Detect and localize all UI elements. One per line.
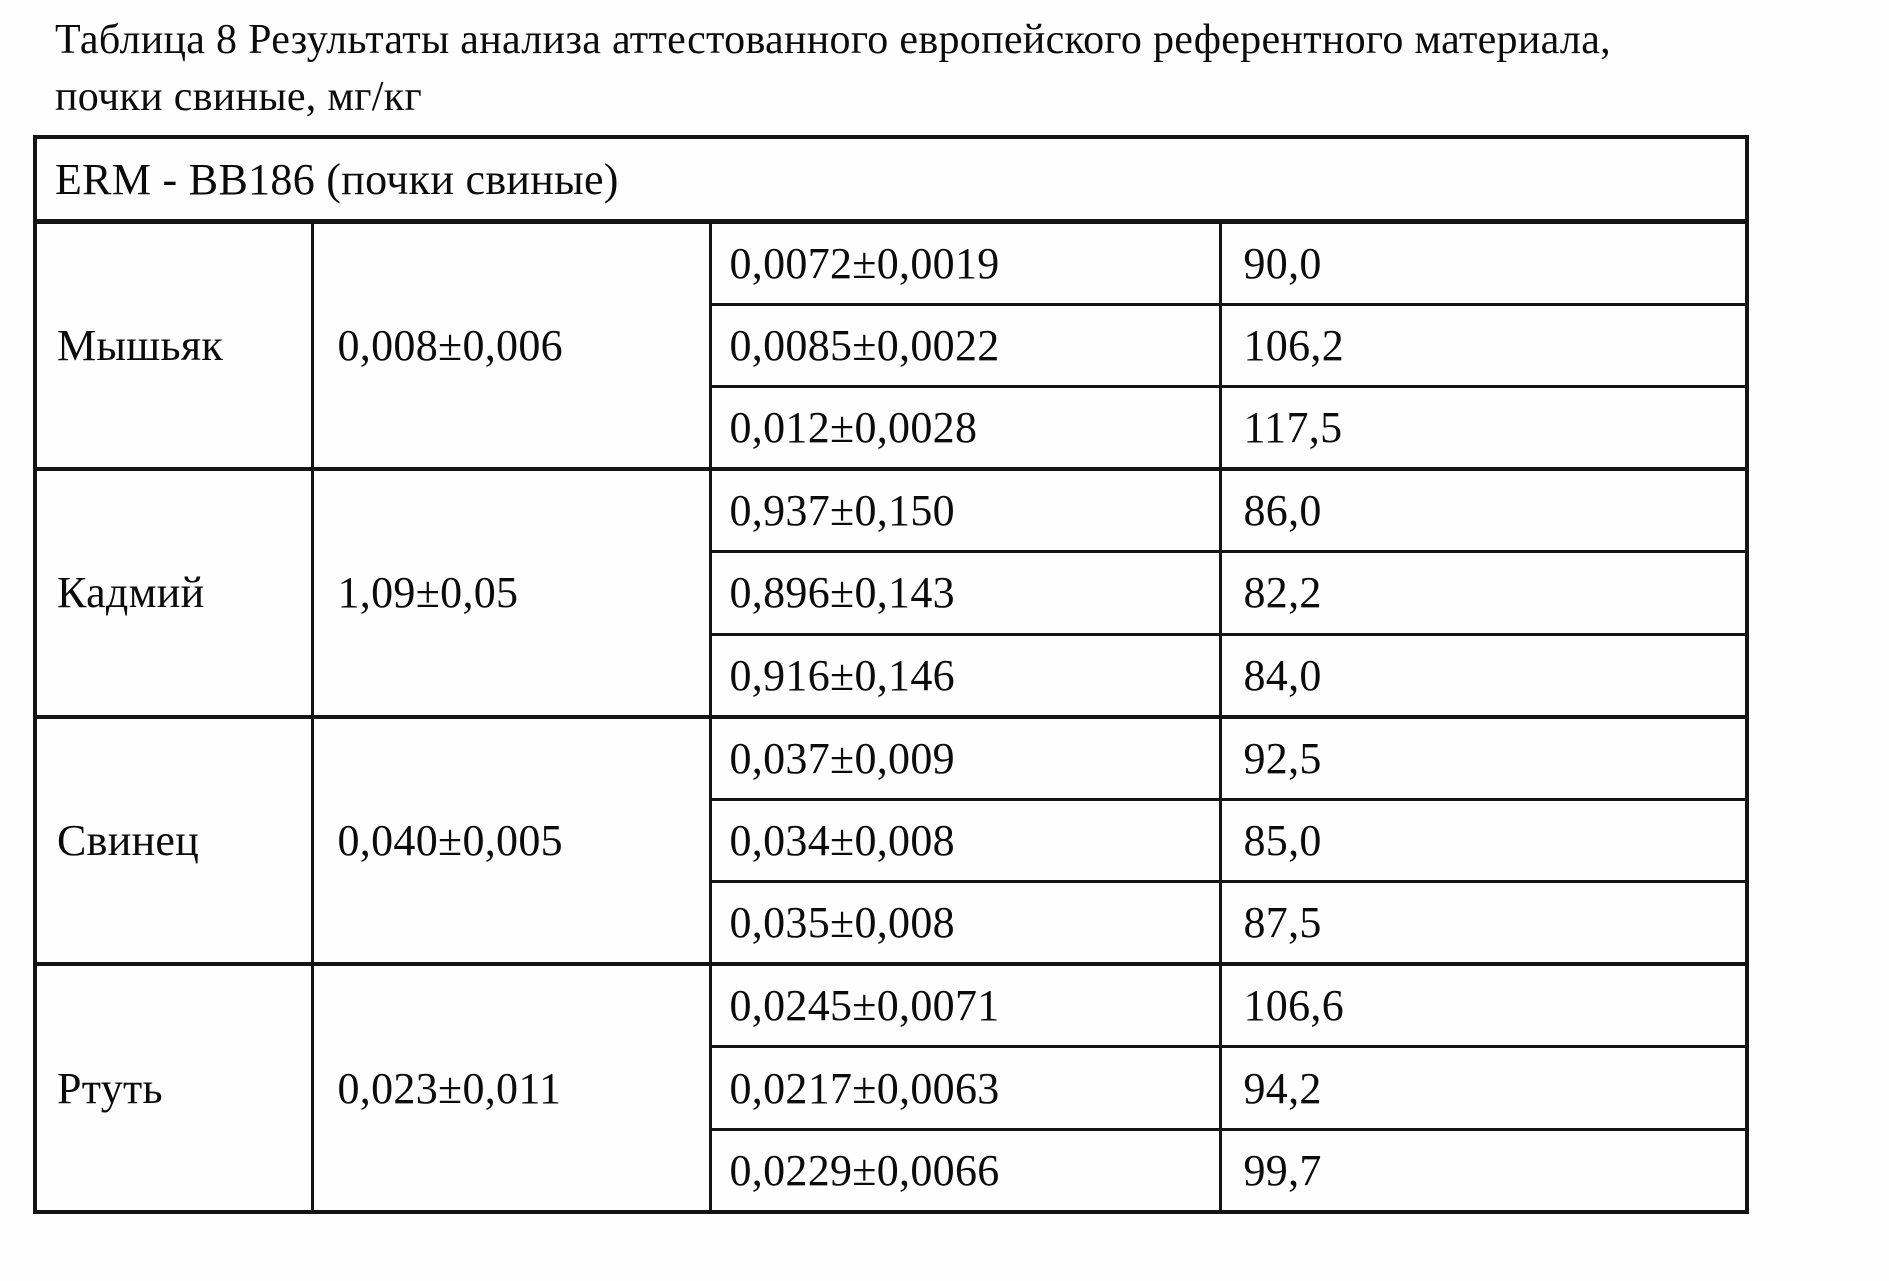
measured-value-cell: 0,937±0,150 xyxy=(708,467,1222,554)
table-row: 0,0229±0,0066 99,7 xyxy=(35,1127,1749,1214)
table-row: 0,896±0,143 82,2 xyxy=(35,550,1749,636)
measured-value-cell: 0,012±0,0028 xyxy=(708,385,1222,471)
table-caption-line1: Таблица 8 Результаты анализа аттестованн… xyxy=(55,17,1611,63)
measured-value-cell: 0,035±0,008 xyxy=(708,880,1222,966)
table-caption: Таблица 8 Результаты анализа аттестованн… xyxy=(55,12,1611,126)
measured-value-cell: 0,0229±0,0066 xyxy=(708,1127,1222,1214)
table-header-row: ERM - BB186 (почки свиные) xyxy=(33,135,1749,225)
results-table: ERM - BB186 (почки свиные) Мышьяк 0,008±… xyxy=(33,135,1750,1214)
table-row: 0,916±0,146 84,0 xyxy=(35,632,1749,719)
measured-value-cell: 0,0072±0,0019 xyxy=(708,219,1222,306)
certified-value-cell: 1,09±0,05 xyxy=(310,467,712,719)
recovery-percent-cell: 85,0 xyxy=(1218,797,1749,884)
measured-value-cell: 0,0085±0,0022 xyxy=(708,302,1222,389)
measured-value-cell: 0,896±0,143 xyxy=(708,550,1222,636)
table-row: 0,034±0,008 85,0 xyxy=(35,797,1749,884)
recovery-percent-cell: 86,0 xyxy=(1218,467,1749,554)
measured-value-cell: 0,037±0,009 xyxy=(708,714,1222,801)
recovery-percent-cell: 84,0 xyxy=(1218,632,1749,719)
certified-value-cell: 0,023±0,011 xyxy=(310,962,712,1214)
table-row: Ртуть 0,023±0,011 0,0245±0,0071 106,6 xyxy=(33,962,1749,1214)
element-cell: Кадмий xyxy=(33,467,314,719)
table-row: 0,012±0,0028 117,5 xyxy=(35,385,1749,471)
certified-value-cell: 0,008±0,006 xyxy=(310,219,712,471)
element-cell: Свинец xyxy=(33,714,314,966)
measured-value-cell: 0,916±0,146 xyxy=(708,632,1222,719)
measured-value-cell: 0,0245±0,0071 xyxy=(708,962,1222,1049)
recovery-percent-cell: 90,0 xyxy=(1218,219,1749,306)
certified-value-cell: 0,040±0,005 xyxy=(310,714,712,966)
table-row: Кадмий 1,09±0,05 0,937±0,150 86,0 xyxy=(33,467,1749,719)
table-header-cell: ERM - BB186 (почки свиные) xyxy=(33,135,1749,225)
table-row: Мышьяк 0,008±0,006 0,0072±0,0019 90,0 xyxy=(33,219,1749,471)
table-row: 0,0085±0,0022 106,2 xyxy=(35,302,1749,389)
table-caption-line2: почки свиные, мг/кг xyxy=(55,74,422,120)
recovery-percent-cell: 106,2 xyxy=(1218,302,1749,389)
recovery-percent-cell: 94,2 xyxy=(1218,1045,1749,1131)
element-cell: Мышьяк xyxy=(33,219,314,471)
measured-value-cell: 0,0217±0,0063 xyxy=(708,1045,1222,1131)
measured-value-cell: 0,034±0,008 xyxy=(708,797,1222,884)
recovery-percent-cell: 117,5 xyxy=(1218,385,1749,471)
table-row: 0,0217±0,0063 94,2 xyxy=(35,1045,1749,1131)
table-row: Свинец 0,040±0,005 0,037±0,009 92,5 xyxy=(33,714,1749,966)
recovery-percent-cell: 99,7 xyxy=(1218,1127,1749,1214)
element-cell: Ртуть xyxy=(33,962,314,1214)
table-row: 0,035±0,008 87,5 xyxy=(35,880,1749,966)
recovery-percent-cell: 87,5 xyxy=(1218,880,1749,966)
recovery-percent-cell: 106,6 xyxy=(1218,962,1749,1049)
recovery-percent-cell: 82,2 xyxy=(1218,550,1749,636)
recovery-percent-cell: 92,5 xyxy=(1218,714,1749,801)
